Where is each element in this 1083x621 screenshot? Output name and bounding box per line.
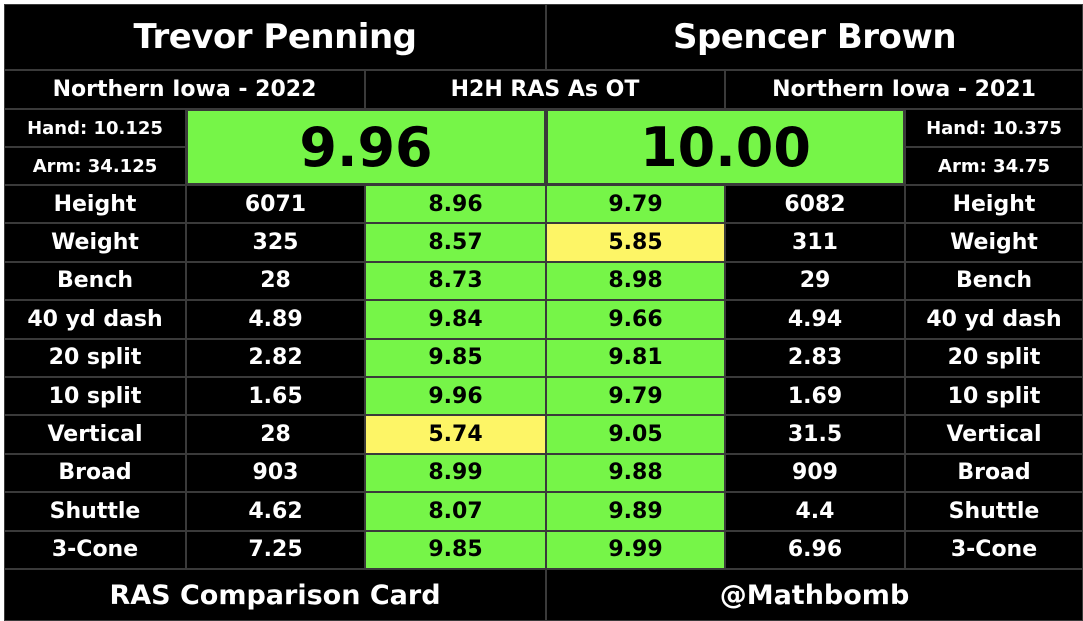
left-stat-score: 8.73 — [365, 261, 546, 301]
left-stat-value: 7.25 — [186, 530, 365, 569]
right-stat-value: 29 — [725, 261, 905, 301]
stat-label-right: 10 split — [905, 377, 1083, 416]
left-stat-value: 1.65 — [186, 377, 365, 416]
stat-label-right: Weight — [905, 223, 1083, 262]
right-stat-score: 9.05 — [546, 415, 725, 454]
left-stat-value: 28 — [186, 415, 365, 454]
right-ras-score: 10.00 — [546, 109, 905, 185]
right-stat-score: 9.66 — [546, 300, 725, 339]
stat-label-left: 10 split — [4, 377, 186, 416]
left-stat-score: 9.84 — [365, 300, 546, 339]
left-stat-score: 9.85 — [365, 338, 546, 377]
left-stat-value: 903 — [186, 453, 365, 493]
left-player-school: Northern Iowa - 2022 — [4, 70, 365, 109]
left-stat-value: 325 — [186, 223, 365, 262]
right-stat-value: 4.4 — [725, 492, 905, 531]
footer-left: RAS Comparison Card — [4, 569, 546, 621]
left-stat-score: 8.99 — [365, 453, 546, 493]
stat-label-left: 20 split — [4, 338, 186, 377]
right-stat-value: 909 — [725, 453, 905, 493]
right-stat-score: 5.85 — [546, 223, 725, 262]
stat-label-left: 40 yd dash — [4, 300, 186, 339]
left-ras-score: 9.96 — [186, 109, 546, 185]
right-stat-value: 6.96 — [725, 530, 905, 569]
left-hand: Hand: 10.125 — [4, 109, 186, 147]
right-stat-score: 9.79 — [546, 377, 725, 416]
right-hand: Hand: 10.375 — [905, 109, 1083, 147]
right-stat-value: 2.83 — [725, 338, 905, 377]
right-stat-value: 1.69 — [725, 377, 905, 416]
stat-label-right: Vertical — [905, 415, 1083, 454]
stat-label-right: 3-Cone — [905, 530, 1083, 569]
right-stat-value: 4.94 — [725, 300, 905, 339]
stat-label-right: Broad — [905, 453, 1083, 493]
left-stat-value: 28 — [186, 261, 365, 301]
left-stat-value: 4.89 — [186, 300, 365, 339]
right-stat-score: 9.88 — [546, 453, 725, 493]
center-header: H2H RAS As OT — [365, 70, 725, 109]
stat-label-left: Height — [4, 185, 186, 224]
right-player-school: Northern Iowa - 2021 — [725, 70, 1083, 109]
left-stat-value: 4.62 — [186, 492, 365, 531]
left-stat-score: 8.07 — [365, 492, 546, 531]
ras-comparison-card: Trevor Penning Spencer Brown Northern Io… — [4, 4, 1083, 621]
right-stat-score: 9.99 — [546, 530, 725, 569]
left-stat-score: 8.96 — [365, 185, 546, 224]
stat-label-left: 3-Cone — [4, 530, 186, 569]
stat-label-left: Weight — [4, 223, 186, 262]
left-stat-score: 5.74 — [365, 415, 546, 454]
stat-label-right: Bench — [905, 261, 1083, 301]
right-stat-score: 9.89 — [546, 492, 725, 531]
left-stat-score: 9.96 — [365, 377, 546, 416]
stat-label-left: Vertical — [4, 415, 186, 454]
stat-label-right: Shuttle — [905, 492, 1083, 531]
right-stat-value: 311 — [725, 223, 905, 262]
left-stat-value: 2.82 — [186, 338, 365, 377]
stat-label-right: 20 split — [905, 338, 1083, 377]
stat-label-left: Broad — [4, 453, 186, 493]
left-stat-score: 9.85 — [365, 530, 546, 569]
right-stat-value: 31.5 — [725, 415, 905, 454]
right-arm: Arm: 34.75 — [905, 147, 1083, 185]
left-stat-score: 8.57 — [365, 223, 546, 262]
right-stat-score: 9.81 — [546, 338, 725, 377]
stat-label-right: Height — [905, 185, 1083, 224]
left-player-name: Trevor Penning — [4, 4, 546, 70]
right-player-name: Spencer Brown — [546, 4, 1083, 70]
left-stat-value: 6071 — [186, 185, 365, 224]
footer-right: @Mathbomb — [546, 569, 1083, 621]
left-arm: Arm: 34.125 — [4, 147, 186, 185]
right-stat-score: 8.98 — [546, 261, 725, 301]
right-stat-score: 9.79 — [546, 185, 725, 224]
stat-label-left: Bench — [4, 261, 186, 301]
stat-label-left: Shuttle — [4, 492, 186, 531]
right-stat-value: 6082 — [725, 185, 905, 224]
stat-label-right: 40 yd dash — [905, 300, 1083, 339]
